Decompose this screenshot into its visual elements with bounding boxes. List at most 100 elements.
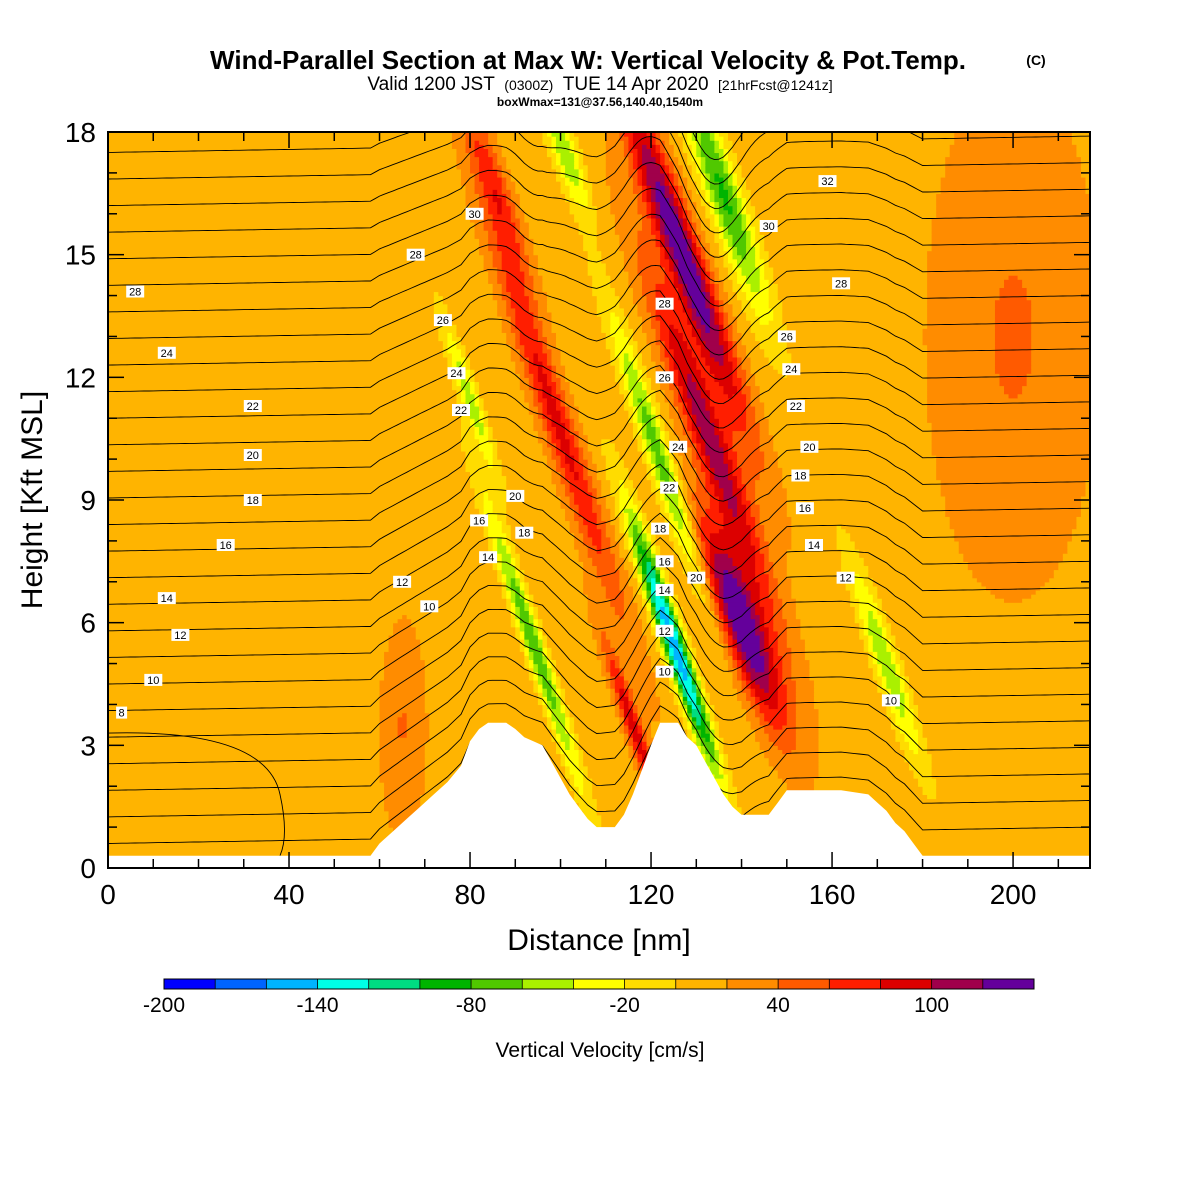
velocity-cell <box>596 798 648 804</box>
velocity-cell <box>533 688 539 693</box>
velocity-cell <box>669 508 684 513</box>
velocity-cell <box>723 573 734 579</box>
velocity-cell <box>479 381 521 387</box>
velocity-cell <box>786 720 797 726</box>
velocity-cell <box>515 344 525 350</box>
velocity-cell <box>682 405 688 411</box>
velocity-cell <box>546 704 553 710</box>
velocity-cell <box>651 324 661 329</box>
velocity-cell <box>918 733 924 738</box>
velocity-cell <box>709 197 715 203</box>
velocity-cell <box>669 655 675 661</box>
velocity-cell <box>718 209 729 215</box>
velocity-cell <box>655 471 661 477</box>
velocity-cell <box>641 287 657 293</box>
velocity-cell <box>746 197 752 203</box>
velocity-cell <box>528 295 534 301</box>
velocity-cell <box>551 716 566 722</box>
velocity-cell <box>691 512 697 517</box>
velocity-cell <box>592 491 598 497</box>
velocity-cell <box>709 733 715 738</box>
velocity-cell <box>108 500 476 505</box>
velocity-cell <box>411 622 512 628</box>
velocity-cell <box>700 287 706 293</box>
velocity-cell <box>709 217 715 223</box>
velocity-cell <box>660 508 666 513</box>
velocity-cell <box>537 663 548 669</box>
velocity-cell <box>108 814 390 820</box>
velocity-cell <box>655 332 661 338</box>
velocity-cell <box>424 684 534 689</box>
velocity-cell <box>388 810 421 816</box>
velocity-cell <box>764 700 779 706</box>
velocity-cell <box>664 238 670 243</box>
velocity-cell <box>700 275 706 280</box>
velocity-cell <box>551 712 566 718</box>
velocity-cell <box>660 336 670 342</box>
velocity-cell <box>596 221 616 227</box>
velocity-cell <box>528 401 534 407</box>
velocity-cell <box>913 708 919 714</box>
velocity-cell <box>506 201 516 207</box>
velocity-cell <box>691 258 697 264</box>
velocity-cell <box>755 487 788 493</box>
velocity-cell <box>578 459 589 464</box>
velocity-cell <box>646 467 652 472</box>
velocity-cell <box>646 540 652 546</box>
velocity-cell <box>755 549 761 554</box>
velocity-cell <box>583 450 593 456</box>
velocity-cell <box>682 299 688 305</box>
velocity-cell <box>379 773 426 779</box>
velocity-cell <box>931 761 1090 767</box>
velocity-cell <box>881 630 887 636</box>
velocity-cell <box>108 684 381 689</box>
velocity-cell <box>886 634 897 640</box>
velocity-cell <box>619 316 630 321</box>
velocity-cell <box>741 675 747 681</box>
velocity-cell <box>691 250 697 256</box>
velocity-cell <box>641 741 648 746</box>
velocity-cell <box>108 659 385 665</box>
velocity-cell <box>1031 316 1090 321</box>
velocity-cell <box>868 655 874 661</box>
velocity-cell <box>587 618 643 624</box>
velocity-cell <box>678 197 684 203</box>
velocity-cell <box>479 246 489 252</box>
velocity-cell <box>501 328 512 333</box>
velocity-cell <box>705 455 711 460</box>
velocity-cell <box>714 598 720 603</box>
velocity-cell <box>773 438 933 444</box>
velocity-cell <box>764 414 928 419</box>
velocity-cell <box>506 549 512 554</box>
velocity-cell <box>546 712 553 718</box>
velocity-cell <box>108 467 467 472</box>
velocity-cell <box>868 618 878 624</box>
velocity-cell <box>714 320 720 325</box>
velocity-cell <box>682 516 688 522</box>
velocity-cell <box>1031 360 1090 366</box>
velocity-cell <box>927 745 1090 751</box>
velocity-cell <box>696 221 702 227</box>
velocity-cell <box>922 720 1090 726</box>
velocity-cell <box>813 696 883 701</box>
velocity-cell <box>619 696 630 701</box>
velocity-cell <box>583 238 598 243</box>
velocity-cell <box>759 320 770 325</box>
velocity-cell <box>628 581 639 587</box>
velocity-cell <box>678 712 684 718</box>
velocity-cell <box>623 369 639 374</box>
velocity-cell <box>483 450 494 456</box>
velocity-cell <box>673 463 679 468</box>
velocity-cell <box>610 279 630 284</box>
velocity-cell <box>465 348 512 354</box>
velocity-cell <box>655 201 661 207</box>
velocity-cell <box>108 234 476 239</box>
velocity-cell <box>927 324 996 329</box>
velocity-cell <box>655 283 675 288</box>
velocity-cell <box>610 688 616 693</box>
velocity-cell <box>804 643 865 648</box>
velocity-cell <box>637 761 643 767</box>
velocity-cell <box>623 311 639 317</box>
velocity-cell <box>619 700 625 706</box>
velocity-cell <box>691 647 697 652</box>
